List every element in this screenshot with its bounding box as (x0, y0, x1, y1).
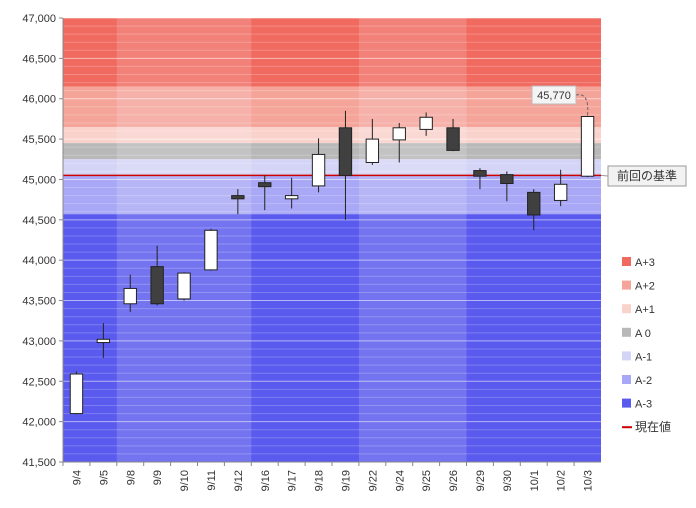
callout-label: 45,770 (537, 90, 571, 102)
reference-connector (600, 174, 609, 177)
x-tick-label: 10/2 (556, 470, 568, 491)
y-tick-label: 41,500 (22, 457, 56, 469)
x-tick-label: 9/10 (179, 470, 191, 491)
legend-swatch (622, 280, 631, 290)
legend-label: A+1 (635, 304, 655, 316)
candle-body (150, 266, 164, 305)
zone-band (63, 18, 601, 87)
legend-swatch (622, 398, 631, 408)
y-tick-label: 45,500 (22, 134, 56, 146)
candle-body (527, 191, 541, 216)
y-tick-label: 46,000 (22, 94, 56, 106)
x-tick-label: 9/25 (421, 470, 433, 491)
x-tick-label: 9/4 (71, 470, 83, 485)
y-tick-label: 43,500 (22, 296, 56, 308)
zone-band (63, 86, 601, 127)
y-tick-label: 44,000 (22, 255, 56, 267)
x-tick-label: 9/22 (367, 470, 379, 491)
zone-bands (63, 18, 601, 462)
legend-swatch (622, 257, 631, 266)
x-tick-label: 9/19 (340, 470, 352, 491)
zone-band (63, 214, 601, 462)
legend-label: 現在値 (635, 419, 671, 434)
x-tick-label: 9/12 (233, 470, 245, 491)
legend-label: A+2 (635, 281, 655, 293)
week-shading (116, 18, 467, 462)
candle-body (284, 195, 299, 200)
x-axis-ticks: 9/4 9/5 9/8 9/9 9/10 9/11 9/12 9/16 9/17 9/18 9/19… (62, 462, 595, 491)
candle-body (446, 127, 460, 151)
x-tick-label: 10/3 (583, 470, 595, 491)
value-callout: 45,770 (531, 85, 589, 116)
y-tick-label: 45,000 (22, 174, 56, 186)
zone-band (63, 159, 601, 176)
candle-body (473, 170, 487, 177)
candle-body (392, 127, 406, 141)
legend-swatch (622, 327, 631, 337)
legend-swatch (622, 304, 631, 314)
x-tick-label: 9/30 (502, 470, 514, 491)
y-tick-label: 47,000 (22, 13, 56, 25)
candle-body (311, 153, 326, 187)
x-tick-label: 9/16 (260, 470, 272, 491)
x-tick-label: 9/18 (314, 470, 326, 491)
candle-body (69, 373, 84, 415)
candle-body (177, 272, 191, 300)
candle-body (204, 229, 218, 271)
x-tick-label: 9/5 (98, 470, 110, 485)
x-tick-label: 9/9 (152, 470, 164, 485)
y-tick-label: 42,000 (22, 417, 56, 429)
callout-leader (575, 94, 589, 116)
candle-body (365, 138, 380, 164)
legend-label: A-2 (635, 375, 652, 387)
reference-box: 前回の基準 (600, 165, 687, 187)
week-shade (358, 18, 467, 462)
candle-body (258, 182, 272, 188)
grid-lines (63, 17, 601, 463)
x-tick-label: 9/11 (206, 470, 218, 491)
candle-body (580, 115, 595, 177)
x-tick-label: 9/8 (125, 470, 137, 485)
legend-swatch (622, 351, 631, 361)
y-tick-label: 42,500 (22, 376, 56, 388)
y-tick-label: 44,500 (22, 215, 56, 227)
y-tick-label: 46,500 (22, 53, 56, 65)
candle-body (231, 195, 245, 200)
candle-body (96, 338, 111, 344)
y-tick-label: 43,000 (22, 336, 56, 348)
candle-body (500, 174, 514, 184)
x-tick-label: 9/24 (394, 470, 406, 491)
zone-band (63, 143, 601, 160)
legend-label: A-1 (635, 351, 652, 363)
candle-body (419, 116, 433, 130)
x-tick-label: 10/1 (529, 470, 541, 491)
x-tick-label: 9/17 (287, 470, 299, 491)
candles (69, 110, 595, 415)
x-tick-label: 9/29 (475, 470, 487, 491)
legend-label: A 0 (635, 328, 651, 340)
candle-body (553, 183, 568, 201)
legend: A+3 A+2 A+1 A 0 A-1 A-2 A-3 現在値 (622, 257, 671, 434)
reference-label: 前回の基準 (617, 168, 677, 183)
y-axis-ticks: 41,500 42,000 42,500 43,000 43,500 44,000 44,5… (22, 13, 63, 469)
week-shade (116, 18, 252, 462)
legend-label: A-3 (635, 399, 652, 411)
legend-label: A+3 (635, 257, 655, 269)
x-tick-label: 9/26 (448, 470, 460, 491)
legend-swatch (622, 375, 631, 384)
candle-body (123, 287, 137, 305)
candle-body (338, 127, 353, 176)
